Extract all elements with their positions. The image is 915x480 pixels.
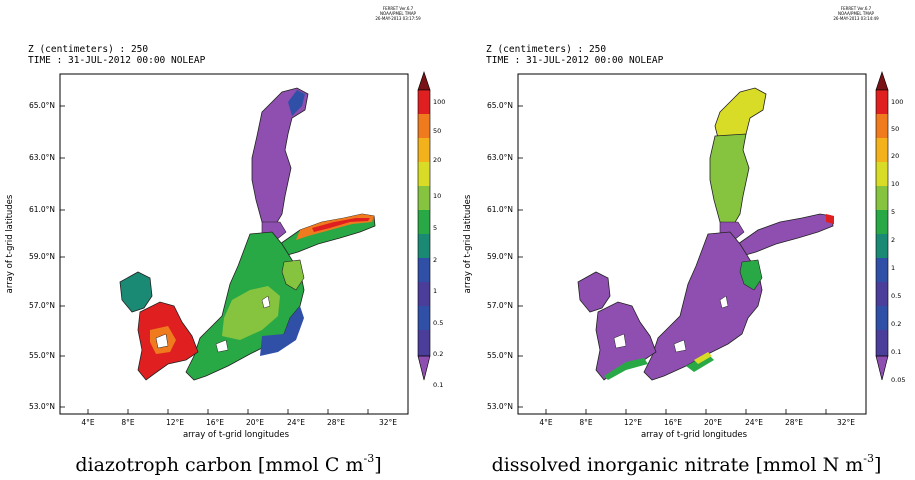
kattegat-region xyxy=(577,271,611,313)
header-time: TIME : 31-JUL-2012 00:00 NOLEAP xyxy=(28,55,206,66)
lon-tick-label: 4°E xyxy=(81,418,95,427)
gulf-finland-tip xyxy=(826,214,834,224)
bothnian-bay-region xyxy=(714,87,767,141)
lon-tick-label: 16°E xyxy=(664,418,682,427)
gulf-of-bothnia-region xyxy=(251,87,309,225)
lat-tick-label: 65.0°N xyxy=(29,101,55,110)
colorbar-label: 50 xyxy=(891,125,899,133)
lat-tick-label: 63.0°N xyxy=(29,153,55,162)
colorbar-label: 100 xyxy=(891,98,903,106)
lat-tick-label: 59.0°N xyxy=(487,252,513,261)
header-z-level: Z (centimeters) : 250 TIME : 31-JUL-2012… xyxy=(486,44,664,66)
lon-tick-label: 4°E xyxy=(539,418,553,427)
plot-frame xyxy=(517,73,867,415)
lat-tick-label: 61.0°N xyxy=(29,205,55,214)
colorbar-label: 0.5 xyxy=(433,319,443,327)
lon-tick-label: 12°E xyxy=(166,418,184,427)
lon-tick-label: 32°E xyxy=(837,418,855,427)
lat-tick-label: 57.0°N xyxy=(29,301,55,310)
x-axis-label: array of t-grid longitudes xyxy=(641,430,748,440)
colorbar-label: 0.5 xyxy=(891,292,901,300)
lat-tick-label: 63.0°N xyxy=(487,153,513,162)
bothnian-sea-region xyxy=(709,133,750,225)
colorbar-label: 20 xyxy=(891,152,899,160)
lon-tick-label: 24°E xyxy=(287,418,305,427)
lon-tick-label: 24°E xyxy=(745,418,763,427)
colorbar-label: 1 xyxy=(891,264,895,272)
gulf-of-finland-region xyxy=(737,213,834,257)
lat-tick-label: 53.0°N xyxy=(487,402,513,411)
colorbar-label: 50 xyxy=(433,127,441,135)
lat-axis: 65.0°N 63.0°N 61.0°N 59.0°N 57.0°N 55.0°… xyxy=(29,101,55,411)
gulf-riga xyxy=(739,259,763,291)
lon-axis: 4°E 8°E 12°E 16°E 20°E 24°E 28°E 32°E xyxy=(539,418,855,427)
lat-tick-label: 57.0°N xyxy=(487,301,513,310)
colorbar-label: 100 xyxy=(433,98,445,106)
colorbar-label: 20 xyxy=(433,156,441,164)
header-z-level: Z (centimeters) : 250 TIME : 31-JUL-2012… xyxy=(28,44,206,66)
lon-tick-label: 28°E xyxy=(785,418,803,427)
gulf-riga xyxy=(281,259,305,291)
colorbar-label: 0.2 xyxy=(891,320,901,328)
kattegat-region xyxy=(119,271,153,313)
caption-diazotroph: diazotroph carbon [mmol C m-3] xyxy=(75,452,382,476)
lon-tick-label: 16°E xyxy=(206,418,224,427)
lat-axis: 65.0°N 63.0°N 61.0°N 59.0°N 57.0°N 55.0°… xyxy=(487,101,513,411)
colorbar-label: 2 xyxy=(433,256,437,264)
caption-nitrate: dissolved inorganic nitrate [mmol N m-3] xyxy=(491,452,882,476)
colorbar-right: 100 50 20 10 5 2 1 0.5 0.2 0.1 0.05 xyxy=(875,71,905,384)
header-time: TIME : 31-JUL-2012 00:00 NOLEAP xyxy=(486,55,664,66)
y-axis-label: array of t-grid latitudes xyxy=(463,194,473,293)
map-plot-right: 65.0°N 63.0°N 61.0°N 59.0°N 57.0°N 55.0°… xyxy=(463,71,905,440)
colorbar-label: 2 xyxy=(891,236,895,244)
panel-inorganic-nitrate: Z (centimeters) : 250 TIME : 31-JUL-2012… xyxy=(458,0,915,480)
colorbar-label: 5 xyxy=(891,208,895,216)
map-plot-left: 65.0°N 63.0°N 61.0°N 59.0°N 57.0°N 55.0°… xyxy=(5,71,445,440)
basin-blue-edge xyxy=(260,306,304,356)
lon-tick-label: 20°E xyxy=(704,418,722,427)
lon-tick-label: 8°E xyxy=(121,418,135,427)
lon-axis: 4°E 8°E 12°E 16°E 20°E 24°E 28°E 32°E xyxy=(81,418,397,427)
ferret-stamp: FERRET Ver.6.7 NOAA/PMEL TMAP 26-MAY-201… xyxy=(375,6,421,21)
colorbar-label: 0.05 xyxy=(891,376,905,384)
lon-tick-label: 28°E xyxy=(327,418,345,427)
colorbar-label: 1 xyxy=(433,287,437,295)
lat-tick-label: 55.0°N xyxy=(487,351,513,360)
colorbar-label: 0.1 xyxy=(433,381,443,389)
colorbar-label: 10 xyxy=(433,192,441,200)
gulf-finland-red-edge xyxy=(312,218,370,232)
colorbar-label: 10 xyxy=(891,180,899,188)
x-axis-label: array of t-grid longitudes xyxy=(183,430,290,440)
lat-tick-label: 59.0°N xyxy=(29,252,55,261)
lat-tick-label: 61.0°N xyxy=(487,205,513,214)
bothnia-coast-edge xyxy=(288,90,305,116)
lat-tick-label: 53.0°N xyxy=(29,402,55,411)
panel-diazotroph-carbon: Z (centimeters) : 250 TIME : 31-JUL-2012… xyxy=(0,0,457,480)
lon-tick-label: 32°E xyxy=(379,418,397,427)
lat-tick-label: 65.0°N xyxy=(487,101,513,110)
coast-yellow-south xyxy=(694,352,712,364)
colorbar-label: 5 xyxy=(433,224,437,232)
y-axis-label: array of t-grid latitudes xyxy=(5,194,15,293)
colorbar-label: 0.2 xyxy=(433,350,443,358)
colorbar-left: 100 50 20 10 5 2 1 0.5 0.2 0.1 xyxy=(417,71,445,389)
plot-frame xyxy=(59,73,409,415)
danish-coast-green xyxy=(604,358,648,380)
lat-tick-label: 55.0°N xyxy=(29,351,55,360)
lon-tick-label: 20°E xyxy=(246,418,264,427)
colorbar-label: 0.1 xyxy=(891,348,901,356)
lon-tick-label: 12°E xyxy=(624,418,642,427)
lon-tick-label: 8°E xyxy=(579,418,593,427)
ferret-stamp: FERRET Ver.6.7 NOAA/PMEL TMAP 26-MAY-201… xyxy=(833,6,879,21)
